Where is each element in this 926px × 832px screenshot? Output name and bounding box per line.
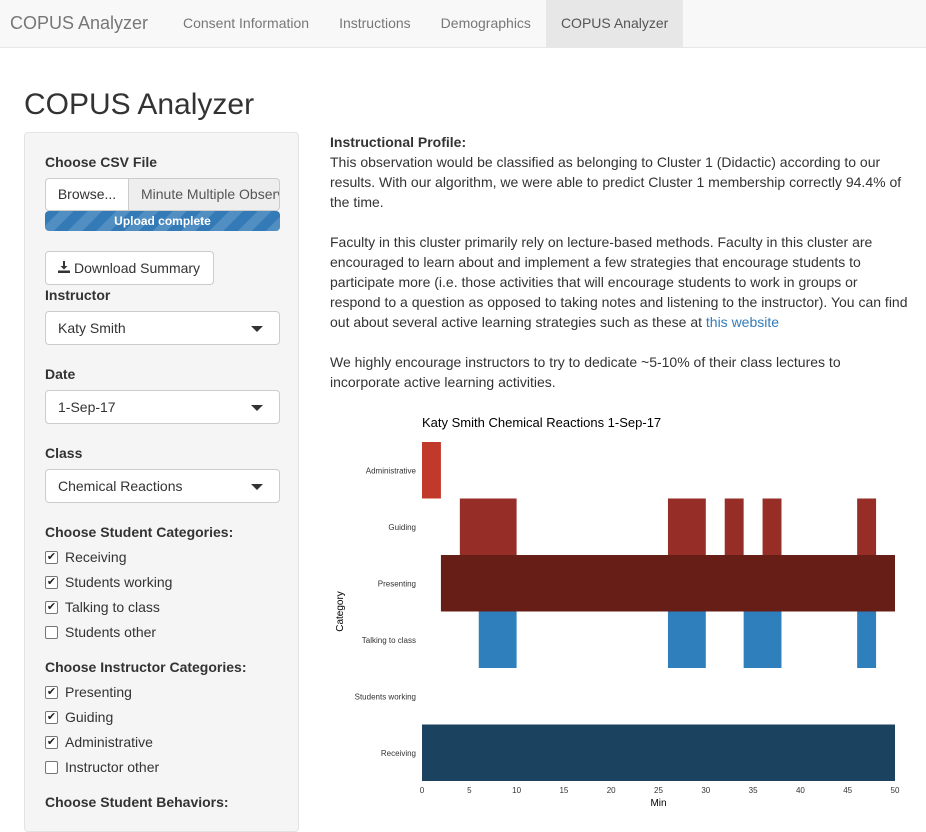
timeline-chart: Katy Smith Chemical Reactions 1-Sep-17 Ad… [330, 405, 920, 817]
y-axis-label: Category [335, 591, 346, 632]
checkbox-students-working[interactable]: ✔ Students working [45, 572, 172, 592]
profile-paragraph-3: We highly encourage instructors to try t… [330, 354, 841, 390]
x-tick-label: 0 [420, 786, 425, 795]
chart-title: Katy Smith Chemical Reactions 1-Sep-17 [422, 415, 661, 430]
checkbox-presenting[interactable]: ✔ Presenting [45, 682, 132, 702]
profile-paragraph-1: This observation would be classified as … [330, 154, 902, 210]
chart-bar [478, 611, 517, 668]
checkbox-box[interactable]: ✔ [45, 685, 58, 699]
page-title: COPUS Analyzer [24, 88, 255, 121]
checkbox-instructor-other[interactable]: Instructor other [45, 757, 159, 777]
profile-heading: Instructional Profile: [330, 134, 467, 150]
class-select[interactable]: Chemical Reactions [45, 469, 280, 503]
active-learning-website-link[interactable]: this website [705, 314, 780, 330]
date-label: Date [45, 366, 76, 382]
checkbox-talking-to-class[interactable]: ✔ Talking to class [45, 597, 160, 617]
chart-bar [667, 498, 706, 555]
y-tick-label: Receiving [381, 749, 416, 758]
checkbox-box[interactable]: ✔ [45, 600, 58, 614]
checkbox-box[interactable] [45, 625, 58, 639]
chart-bar [857, 498, 877, 555]
x-tick-label: 35 [749, 786, 758, 795]
checkbox-label: Talking to class [65, 599, 160, 615]
chevron-down-icon [251, 326, 263, 332]
student-behaviors-label: Choose Student Behaviors: [45, 794, 229, 810]
class-label: Class [45, 445, 83, 461]
chart-bar [440, 555, 895, 612]
y-tick-label: Presenting [378, 579, 416, 588]
x-tick-label: 50 [891, 786, 900, 795]
checkbox-label: Students other [65, 624, 157, 640]
tab-demographics[interactable]: Demographics [440, 15, 531, 31]
chart-bar [724, 498, 744, 555]
checkbox-receiving[interactable]: ✔ Receiving [45, 547, 126, 567]
checkbox-guiding[interactable]: ✔ Guiding [45, 707, 113, 727]
chart-bar [422, 442, 441, 499]
checkbox-label: Students working [65, 574, 173, 590]
checkbox-label: Instructor other [65, 759, 160, 775]
checkbox-students-other[interactable]: Students other [45, 622, 156, 642]
checkbox-label: Administrative [65, 734, 153, 750]
chevron-down-icon [251, 484, 263, 490]
checkbox-label: Presenting [65, 684, 132, 700]
tab-consent-information[interactable]: Consent Information [183, 15, 310, 31]
tab-copus-analyzer[interactable]: COPUS Analyzer [545, 0, 684, 47]
instructor-select[interactable]: Katy Smith [45, 311, 280, 345]
file-input: Browse... Minute Multiple Observations [45, 178, 280, 211]
date-select[interactable]: 1-Sep-17 [45, 390, 280, 424]
instructional-profile: Instructional Profile: This observation … [330, 132, 910, 412]
x-tick-label: 10 [512, 786, 521, 795]
y-tick-label: Administrative [366, 466, 417, 475]
x-tick-label: 20 [607, 786, 616, 795]
checkbox-box[interactable] [45, 760, 58, 774]
chart-bar [459, 498, 517, 555]
checkbox-box[interactable]: ✔ [45, 550, 58, 564]
checkbox-box[interactable]: ✔ [45, 735, 58, 749]
file-name-field[interactable]: Minute Multiple Observations [129, 178, 280, 211]
checkbox-box[interactable]: ✔ [45, 575, 58, 589]
class-select-value: Chemical Reactions [58, 478, 183, 494]
chart-bar [762, 498, 782, 555]
x-tick-label: 30 [701, 786, 710, 795]
y-tick-label: Guiding [388, 523, 416, 532]
navbar-brand[interactable]: COPUS Analyzer [10, 13, 149, 33]
x-tick-label: 45 [843, 786, 852, 795]
instructor-categories-label: Choose Instructor Categories: [45, 659, 247, 675]
x-tick-label: 40 [796, 786, 805, 795]
x-tick-label: 5 [467, 786, 472, 795]
download-summary-button[interactable]: Download Summary [45, 251, 214, 285]
tab-instructions[interactable]: Instructions [339, 15, 411, 31]
sidebar-panel: Choose CSV File Browse... Minute Multipl… [24, 132, 299, 832]
upload-progress-bar: Upload complete [45, 211, 280, 231]
chevron-down-icon [251, 405, 263, 411]
student-categories-label: Choose Student Categories: [45, 524, 234, 540]
navbar: COPUS Analyzer Consent Information Instr… [0, 0, 926, 48]
download-summary-label: Download Summary [74, 260, 201, 276]
checkbox-label: Guiding [65, 709, 114, 725]
y-tick-label: Students working [355, 692, 416, 701]
instructor-select-value: Katy Smith [58, 320, 126, 336]
x-tick-label: 15 [559, 786, 568, 795]
instructor-label: Instructor [45, 287, 111, 303]
x-axis-label: Min [650, 798, 666, 809]
checkbox-administrative[interactable]: ✔ Administrative [45, 732, 153, 752]
browse-button[interactable]: Browse... [45, 178, 129, 211]
chart-bar [857, 611, 877, 668]
x-tick-label: 25 [654, 786, 663, 795]
chart-bar [743, 611, 782, 668]
download-icon [58, 253, 70, 285]
date-select-value: 1-Sep-17 [58, 399, 116, 415]
checkbox-label: Receiving [65, 549, 127, 565]
file-input-label: Choose CSV File [45, 154, 158, 170]
chart-bar [667, 611, 706, 668]
timeline-chart-svg: Katy Smith Chemical Reactions 1-Sep-17 Ad… [335, 415, 900, 809]
chart-bar [422, 724, 895, 781]
profile-paragraph-2-text: Faculty in this cluster primarily rely o… [330, 234, 908, 330]
checkbox-box[interactable]: ✔ [45, 710, 58, 724]
profile-paragraph-2: Faculty in this cluster primarily rely o… [330, 232, 910, 332]
y-tick-label: Talking to class [362, 636, 416, 645]
